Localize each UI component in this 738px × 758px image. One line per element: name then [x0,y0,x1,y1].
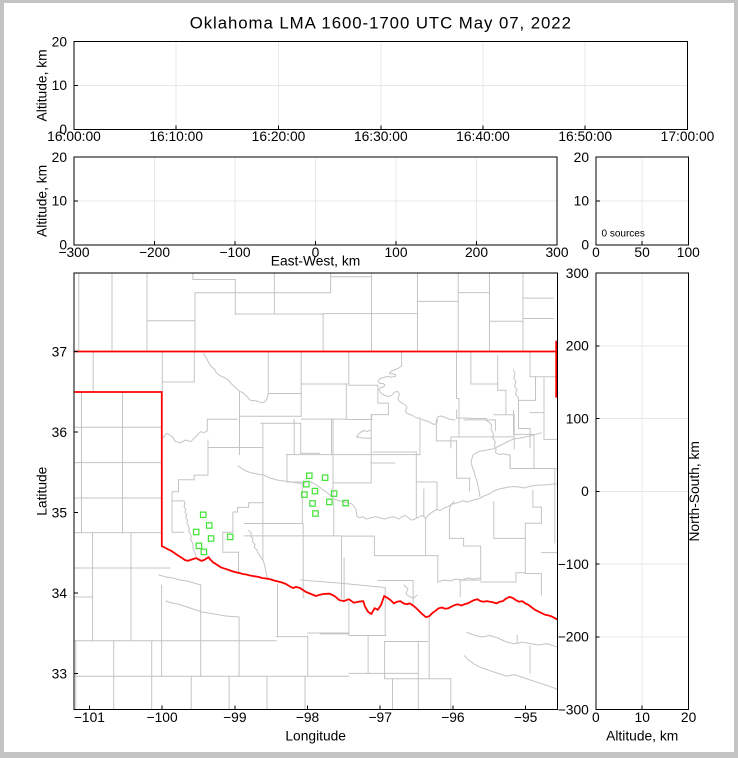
svg-text:100: 100 [384,245,407,260]
svg-text:35: 35 [52,505,68,520]
svg-text:33: 33 [52,666,68,681]
svg-text:−101: −101 [74,710,105,725]
svg-text:0: 0 [581,484,589,499]
svg-text:10: 10 [574,194,590,209]
svg-text:300: 300 [566,266,589,281]
svg-text:16:50:00: 16:50:00 [558,129,612,144]
svg-text:Altitude, km: Altitude, km [606,728,678,743]
svg-text:16:10:00: 16:10:00 [149,129,203,144]
svg-text:37: 37 [52,344,67,359]
svg-text:Altitude, km: Altitude, km [35,49,50,121]
svg-text:0: 0 [59,238,67,253]
svg-text:−99: −99 [223,710,247,725]
svg-text:Latitude: Latitude [35,466,50,515]
svg-text:−95: −95 [514,710,538,725]
svg-text:0: 0 [312,245,320,260]
svg-text:16:20:00: 16:20:00 [252,129,306,144]
svg-text:100: 100 [677,245,700,260]
svg-text:North-South, km: North-South, km [687,441,702,541]
svg-text:−300: −300 [558,702,589,717]
svg-text:−200: −200 [139,245,170,260]
svg-text:−96: −96 [441,710,465,725]
svg-text:0: 0 [581,238,589,253]
svg-text:0: 0 [592,710,600,725]
svg-text:10: 10 [635,710,651,725]
svg-text:0: 0 [592,245,600,260]
svg-text:−100: −100 [558,557,589,572]
svg-text:20: 20 [52,150,68,165]
svg-text:−100: −100 [147,710,178,725]
svg-text:Altitude, km: Altitude, km [35,165,50,237]
svg-text:20: 20 [574,150,590,165]
svg-text:0 sources: 0 sources [602,228,645,239]
svg-text:300: 300 [545,245,568,260]
svg-text:−300: −300 [58,245,89,260]
svg-text:−100: −100 [219,245,250,260]
svg-text:100: 100 [566,411,589,426]
svg-text:200: 200 [566,339,589,354]
svg-text:Oklahoma LMA 1600-1700 UTC May: Oklahoma LMA 1600-1700 UTC May 07, 2022 [190,14,572,33]
svg-text:16:00:00: 16:00:00 [47,129,101,144]
svg-text:−98: −98 [296,710,320,725]
svg-text:10: 10 [52,78,68,93]
svg-text:50: 50 [634,245,650,260]
svg-text:20: 20 [52,34,68,49]
svg-text:34: 34 [52,586,68,601]
svg-text:200: 200 [465,245,488,260]
svg-text:10: 10 [52,194,68,209]
svg-text:−200: −200 [558,630,589,645]
svg-text:16:30:00: 16:30:00 [354,129,408,144]
svg-text:Longitude: Longitude [285,729,346,744]
svg-text:16:40:00: 16:40:00 [456,129,510,144]
svg-text:17:00:00: 17:00:00 [661,129,715,144]
svg-text:36: 36 [52,425,68,440]
svg-text:0: 0 [59,122,67,137]
svg-text:East-West, km: East-West, km [271,254,360,269]
svg-text:−97: −97 [368,710,391,725]
svg-text:20: 20 [681,710,697,725]
